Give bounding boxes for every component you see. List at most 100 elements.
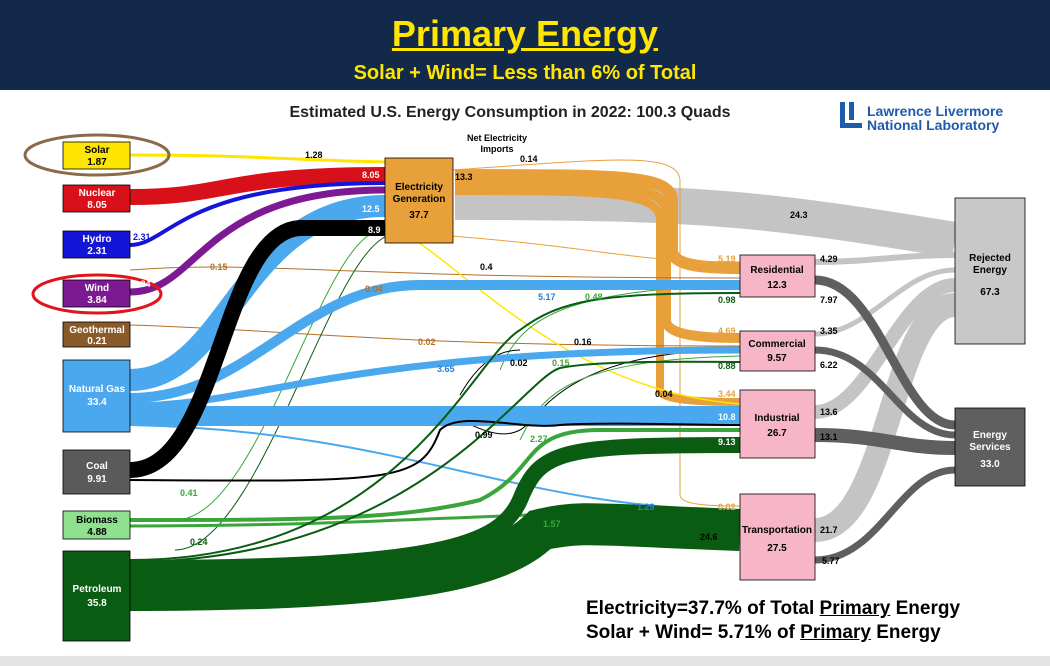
logo-line1: Lawrence Livermore: [867, 103, 1003, 119]
flow-petroleum-industrial: [129, 437, 741, 576]
flow-gas-residential: [129, 280, 740, 403]
svg-text:1.87: 1.87: [87, 157, 107, 168]
flow-solar-industrial: [394, 227, 741, 405]
flow-label: 0.24: [190, 537, 208, 547]
flow-label: 0.02: [418, 337, 436, 347]
flow-label: 1.28: [305, 150, 323, 160]
source-coal: Coal 9.91: [62, 449, 131, 495]
flow-label: 13.6: [820, 407, 838, 417]
flow-label: 0.41: [180, 488, 198, 498]
flow-label: 13.1: [820, 432, 838, 442]
electricity-flows: [452, 159, 741, 507]
svg-text:37.7: 37.7: [409, 210, 429, 221]
imports-label-1: Net Electricity: [467, 133, 527, 143]
source-geothermal: Geothermal 0.21: [62, 321, 131, 348]
svg-text:Industrial: Industrial: [754, 413, 799, 424]
flow-label: 21.7: [820, 525, 838, 535]
flow-commercial-services: [814, 346, 956, 439]
flow-biomass-electricity: [174, 229, 381, 521]
flow-geothermal-commercial: [129, 324, 741, 347]
svg-text:26.7: 26.7: [767, 428, 787, 439]
flow-label: 5.19: [718, 254, 736, 264]
svg-text:Energy: Energy: [973, 430, 1007, 441]
flow-electricity-industrial: [454, 187, 741, 406]
flow-label: 10.8: [718, 412, 736, 422]
flow-label: 0.14: [520, 154, 538, 164]
flow-label: 9.13: [718, 437, 736, 447]
svg-text:35.8: 35.8: [87, 598, 107, 609]
sector-transportation: Transportation 27.5: [739, 493, 816, 581]
svg-text:67.3: 67.3: [980, 287, 1000, 298]
flow-label: 1.57: [543, 519, 561, 529]
flow-residential-services: [814, 275, 956, 430]
svg-text:33.0: 33.0: [980, 459, 1000, 470]
svg-text:Solar: Solar: [84, 145, 109, 156]
footnote-line1: Electricity=37.7% of Total Primary Energ…: [586, 598, 961, 619]
source-biomass: Biomass 4.88: [62, 510, 131, 540]
flow-label: 0.04: [365, 284, 383, 294]
flow-label: 5.77: [822, 556, 840, 566]
page-title: Primary Energy: [391, 13, 659, 54]
flow-label: 3.65: [437, 364, 455, 374]
flow-electricity-residential: [454, 169, 741, 274]
flow-label: 8.05: [362, 170, 380, 180]
svg-text:Rejected: Rejected: [969, 253, 1011, 264]
sector-commercial: Commercial 9.57: [739, 330, 816, 372]
svg-text:Coal: Coal: [86, 461, 108, 472]
flow-gas-commercial: [129, 346, 741, 410]
flow-petroleum-residential: [129, 292, 741, 561]
sector-industrial: Industrial 26.7: [739, 389, 816, 459]
chart-title: Estimated U.S. Energy Consumption in 202…: [289, 104, 730, 121]
flow-label: 0.15: [210, 262, 228, 272]
imports-label-2: Imports: [480, 144, 513, 154]
flow-nuclear-electricity: [129, 167, 386, 205]
services-flows: [814, 275, 956, 564]
flow-industrial-services: [814, 428, 956, 455]
flow-label: 13.3: [455, 172, 473, 182]
svg-text:0.21: 0.21: [87, 336, 107, 347]
source-nuclear: Nuclear 8.05: [62, 184, 131, 213]
output-energy-services: Energy Services 33.0: [954, 407, 1026, 487]
flow-petroleum-electricity: [174, 234, 391, 551]
wind-highlight-circle: [31, 273, 163, 315]
source-hydro: Hydro 2.31: [62, 230, 131, 259]
flow-label: 5.17: [538, 292, 556, 302]
svg-text:Geothermal: Geothermal: [69, 325, 125, 336]
flow-label: 0.4: [480, 262, 493, 272]
svg-text:3.84: 3.84: [87, 295, 107, 306]
flow-solar-electricity: [129, 153, 386, 164]
svg-text:Hydro: Hydro: [83, 234, 112, 245]
flow-label: 0.04: [655, 389, 673, 399]
flow-electricity-commercial: [454, 179, 741, 343]
header-banner: Primary Energy Solar + Wind= Less than 6…: [0, 0, 1050, 90]
flow-label: 24.6: [700, 532, 718, 542]
flow-label: 0.02: [510, 358, 528, 368]
sector-residential: Residential 12.3: [739, 254, 816, 298]
flow-label: 3.35: [820, 326, 838, 336]
flow-label: 1.29: [637, 502, 655, 512]
source-wind: Wind 3.84: [62, 279, 131, 308]
flow-import-residential: [394, 231, 741, 263]
source-flows: [129, 153, 741, 611]
flow-label: 8.9: [368, 225, 381, 235]
lab-logo: Lawrence Livermore National Laboratory: [840, 102, 1003, 133]
svg-text:12.3: 12.3: [767, 280, 787, 291]
solar-highlight-circle: [23, 133, 171, 177]
svg-text:2.31: 2.31: [87, 246, 107, 257]
footnote-line2: Solar + Wind= 5.71% of Primary Energy: [586, 622, 941, 643]
svg-text:Nuclear: Nuclear: [79, 188, 116, 199]
sector-boxes: Residential 12.3 Commercial 9.57 Industr…: [739, 254, 816, 581]
source-boxes: Solar 1.87 Nuclear 8.05 Hydro 2.31 Wind …: [23, 133, 171, 642]
svg-text:8.05: 8.05: [87, 200, 107, 211]
logo-line2: National Laboratory: [867, 117, 999, 133]
energy-flow-diagram: Estimated U.S. Energy Consumption in 202…: [23, 102, 1026, 642]
page-subtitle: Solar + Wind= Less than 6% of Total: [353, 62, 697, 84]
flow-label: 2.31: [133, 232, 151, 242]
svg-text:Commercial: Commercial: [748, 339, 805, 350]
svg-text:Petroleum: Petroleum: [73, 584, 122, 595]
svg-text:Natural Gas: Natural Gas: [69, 384, 126, 395]
svg-text:Services: Services: [969, 442, 1011, 453]
source-natural-gas: Natural Gas 33.4: [62, 359, 131, 433]
flow-petroleum-commercial: [129, 360, 741, 563]
flow-label: 12.5: [362, 204, 380, 214]
